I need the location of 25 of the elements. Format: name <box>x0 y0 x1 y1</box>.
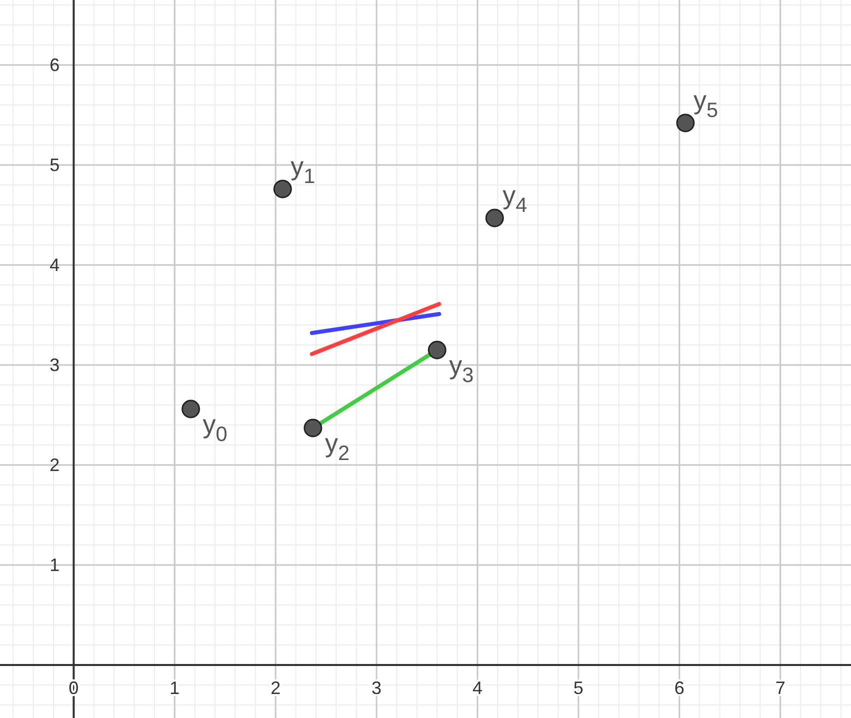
point <box>304 418 322 438</box>
x-tick-label: 1 <box>170 678 180 698</box>
annotation: y$_{4}$ <box>502 180 528 218</box>
annotation: y$_{3}$ <box>449 350 474 388</box>
y-tick-label: 4 <box>50 255 60 275</box>
x-tick-label: 6 <box>674 678 684 698</box>
annotation: y$_{5}$ <box>693 85 718 122</box>
point <box>182 400 200 418</box>
x-tick-label: 2 <box>270 678 281 698</box>
annotation: y$_{1}$ <box>290 151 316 188</box>
point <box>485 208 504 228</box>
y-tick-label: 6 <box>50 55 60 75</box>
annotation: y$_{2}$ <box>324 428 350 466</box>
x-tick-label: 4 <box>472 678 482 698</box>
point <box>676 114 695 132</box>
y-tick-label: 2 <box>50 455 60 475</box>
point <box>428 340 446 360</box>
x-tick-label: 7 <box>775 678 786 698</box>
annotation: y$_{0}$ <box>202 409 228 446</box>
y-tick-label: 1 <box>50 555 60 575</box>
x-tick-label: 3 <box>372 678 382 698</box>
y-tick-label: 3 <box>50 355 60 375</box>
point <box>273 180 292 198</box>
y-tick-label: 5 <box>50 155 60 175</box>
x-tick-label: 5 <box>573 678 584 698</box>
